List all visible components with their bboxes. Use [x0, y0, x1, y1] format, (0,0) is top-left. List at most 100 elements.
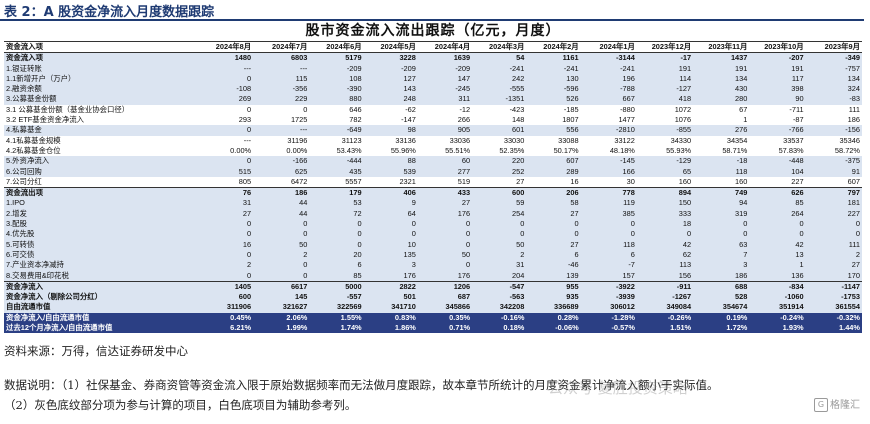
- table-cell: 345866: [417, 302, 473, 313]
- table-cell: 33537: [749, 135, 806, 146]
- table-cell: -555: [472, 84, 527, 95]
- table-cell: 0: [693, 219, 750, 230]
- table-cell: 0: [200, 125, 254, 136]
- table-cell: 607: [805, 176, 862, 188]
- table-cell: 0: [805, 219, 862, 230]
- caption-rule: [0, 19, 864, 21]
- table-cell: -880: [580, 104, 637, 116]
- table-cell: 31: [200, 198, 254, 209]
- table-cell: 143: [363, 84, 418, 95]
- table-cell: 134: [693, 73, 750, 85]
- table-cell: -241: [580, 63, 637, 74]
- header-month-column: 2023年11月: [693, 40, 750, 54]
- header-month-column: 2023年12月: [636, 40, 694, 54]
- table-cell: -245: [417, 84, 473, 95]
- table-cell: 31: [472, 260, 527, 271]
- table-cell: 191: [749, 63, 806, 74]
- table-row: 8.交易费用&印花税 0 0 85 176 176 204 139 157 156 186 136 17…: [4, 270, 862, 282]
- table-cell: 1072: [636, 104, 694, 116]
- table-cell: 160: [636, 176, 694, 188]
- row-label: 资金流出项: [4, 187, 201, 199]
- table-cell: 1.74%: [309, 323, 364, 334]
- table-cell: 63: [693, 239, 750, 250]
- table-row: 3.公募基金份额 269 229 880 248 311 -1351 526 667 418 280…: [4, 94, 862, 105]
- table-cell: -375: [805, 156, 862, 167]
- row-label: 7.公司分红: [4, 176, 201, 188]
- table-cell: 20: [309, 249, 364, 261]
- table-cell: 0.19%: [693, 312, 750, 324]
- table-cell: 433: [417, 187, 473, 199]
- table-cell: 435: [309, 166, 364, 177]
- table-row: 3.1 公募基金份额（基金业协会口径） 0 0 646 -62 -12 -423 -185 -8…: [4, 104, 862, 116]
- table-cell: 44: [253, 198, 310, 209]
- table-row: 资金净流入 1405 6617 5000 2822 1206 -547 955 -3922 -91…: [4, 280, 862, 293]
- table-cell: 321627: [253, 302, 310, 313]
- table-cell: 111: [805, 239, 862, 250]
- table-cell: 176: [363, 270, 418, 282]
- table-cell: 0: [253, 104, 310, 116]
- table-cell: 34330: [636, 135, 694, 146]
- table-cell: 58.72%: [805, 145, 862, 157]
- table-cell: 33030: [472, 135, 527, 146]
- header-month-column: 2024年6月: [309, 40, 364, 54]
- data-note-1: 数据说明：（1）社保基金、券商资管等资金流入限于原始数据频率而无法做月度跟踪，故…: [4, 378, 719, 392]
- table-cell: 220: [472, 156, 527, 167]
- table-cell: 6: [580, 249, 637, 261]
- table-cell: 85: [749, 198, 806, 209]
- table-cell: -444: [309, 156, 364, 167]
- table-cell: 797: [805, 187, 862, 199]
- table-cell: 3: [693, 260, 750, 271]
- table-cell: -1147: [805, 280, 862, 293]
- row-label: 自由流通市值: [4, 302, 201, 313]
- table-cell: 418: [636, 94, 694, 105]
- table-cell: 114: [636, 73, 694, 85]
- table-cell: 0: [253, 260, 310, 271]
- table-cell: 349084: [636, 302, 694, 313]
- table-cell: 0: [363, 219, 418, 230]
- table-cell: 2321: [363, 176, 418, 188]
- table-cell: 186: [253, 187, 310, 199]
- table-cell: 191: [636, 63, 694, 74]
- table-cell: 27: [526, 208, 581, 220]
- table-cell: 289: [526, 166, 581, 177]
- table-cell: 1405: [200, 280, 254, 293]
- table-cell: 1.86%: [363, 323, 418, 334]
- table-cell: 135: [363, 249, 418, 261]
- table-row: 7.产业资本净减持 2 0 6 3 0 31 -46 -7 113 3 1 27: [4, 260, 862, 271]
- table-cell: 266: [417, 115, 473, 126]
- table-cell: 59: [472, 198, 527, 209]
- table-cell: 139: [526, 270, 581, 282]
- table-cell: 1480: [200, 52, 254, 64]
- table-row: 4.优先股 0 0 0 0 0 0 0 0 0 0 0 0: [4, 229, 862, 240]
- logo-icon: G: [814, 398, 828, 412]
- table-cell: 170: [805, 270, 862, 282]
- table-cell: -766: [749, 125, 806, 136]
- table-cell: -166: [253, 156, 310, 167]
- table-cell: 277: [417, 166, 473, 177]
- table-cell: 2: [805, 249, 862, 261]
- table-cell: 1807: [526, 115, 581, 126]
- table-cell: 204: [472, 270, 527, 282]
- row-label: 5.可转债: [4, 239, 201, 250]
- table-cell: 0: [309, 239, 364, 250]
- table-cell: 0: [253, 219, 310, 230]
- table-cell: -0.16%: [472, 312, 527, 324]
- table-cell: 319: [693, 208, 750, 220]
- table-cell: 646: [309, 104, 364, 116]
- table-cell: 53: [309, 198, 364, 209]
- table-cell: 687: [417, 292, 473, 303]
- table-cell: 104: [749, 166, 806, 177]
- row-label: 4.2私募基金仓位: [4, 145, 201, 157]
- logo-text: 格隆汇: [830, 400, 860, 411]
- table-cell: -0.32%: [805, 312, 862, 324]
- table-cell: -349: [805, 52, 862, 64]
- row-label: 过去12个月净流入/自由流通市值: [4, 323, 201, 334]
- table-row: 资金流出项 76 186 179 406 433 600 206 778 894 749 626 797: [4, 187, 862, 199]
- table-cell: 58: [526, 198, 581, 209]
- table-cell: 0: [417, 239, 473, 250]
- table-cell: 1725: [253, 115, 310, 126]
- table-cell: 134: [805, 73, 862, 85]
- table-cell: 27: [805, 260, 862, 271]
- table-cell: 2: [253, 249, 310, 261]
- table-cell: -241: [472, 63, 527, 74]
